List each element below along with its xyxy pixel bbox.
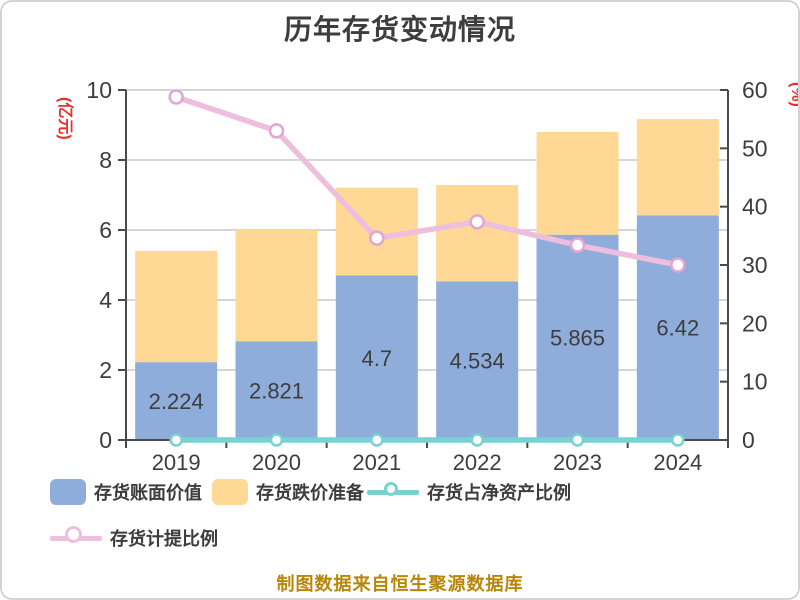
bar-book-value[interactable] (536, 234, 619, 440)
provision-ratio-marker[interactable] (268, 123, 285, 139)
net-asset-ratio-marker[interactable] (370, 433, 384, 447)
net-asset-ratio-marker[interactable] (169, 433, 183, 447)
bar-provision[interactable] (235, 229, 318, 342)
legend-item-provision[interactable]: 存货跌价准备 (212, 479, 364, 505)
right-tick-label: 20 (742, 310, 768, 336)
legend-label-book-value: 存货账面价值 (94, 483, 202, 503)
provision-ratio-marker[interactable] (670, 257, 686, 273)
x-category-label: 2019 (152, 450, 201, 472)
right-axis-unit-label: (%) (788, 82, 800, 107)
bar-value-label: 4.534 (450, 349, 505, 374)
provision-ratio-marker[interactable] (569, 237, 586, 253)
legend-label-provision: 存货跌价准备 (256, 483, 364, 503)
left-axis-unit-label: (亿元) (56, 97, 75, 140)
provision-ratio-marker[interactable] (469, 214, 485, 230)
right-tick-label: 40 (742, 194, 768, 220)
chart-title: 历年存货变动情况 (283, 14, 516, 45)
bar-book-value[interactable] (335, 275, 418, 441)
left-tick-label: 8 (99, 147, 112, 173)
x-category-label: 2024 (653, 450, 702, 472)
bar-book-value[interactable] (235, 341, 318, 440)
x-category-label: 2023 (553, 450, 602, 472)
provision-ratio-line-icon (50, 525, 102, 551)
provision-ratio-marker[interactable] (369, 230, 385, 246)
bar-book-value[interactable] (636, 215, 719, 440)
data-source-caption: 制图数据来自恒生聚源数据库 (276, 574, 524, 594)
bar-value-label: 5.865 (550, 325, 605, 350)
net-asset-ratio-line-icon (367, 479, 419, 505)
legend-item-net-asset-ratio[interactable]: 存货占净资产比例 (367, 479, 571, 505)
left-tick-label: 2 (99, 357, 112, 383)
right-tick-label: 30 (742, 252, 768, 278)
left-tick-label: 0 (99, 427, 112, 453)
provision-swatch-icon (212, 479, 248, 505)
bar-provision[interactable] (536, 131, 619, 235)
bar-provision[interactable] (436, 185, 519, 282)
x-category-label: 2021 (352, 450, 401, 472)
bar-value-label: 6.42 (656, 316, 699, 341)
bar-book-value[interactable] (135, 362, 218, 440)
legend-label-net-asset-ratio: 存货占净资产比例 (427, 483, 571, 503)
left-tick-label: 4 (99, 287, 112, 313)
net-asset-ratio-marker[interactable] (570, 433, 585, 447)
book-value-swatch-icon (50, 479, 86, 505)
bar-value-label: 2.821 (249, 379, 304, 404)
bar-provision[interactable] (636, 119, 719, 216)
x-category-label: 2020 (252, 450, 301, 472)
bar-value-label: 4.7 (362, 346, 393, 371)
net-asset-ratio-marker[interactable] (470, 433, 484, 447)
bar-book-value[interactable] (436, 281, 519, 440)
provision-ratio-line[interactable] (173, 94, 681, 268)
x-category-label: 2022 (453, 450, 502, 472)
legend-label-provision-ratio: 存货计提比例 (110, 529, 218, 549)
net-asset-ratio-marker[interactable] (269, 433, 284, 447)
left-tick-label: 6 (99, 217, 112, 243)
right-tick-label: 60 (742, 77, 768, 103)
right-tick-label: 10 (742, 369, 768, 395)
legend-item-provision-ratio[interactable]: 存货计提比例 (50, 525, 218, 551)
left-tick-label: 10 (86, 77, 112, 103)
net-asset-ratio-marker[interactable] (671, 433, 685, 447)
provision-ratio-marker[interactable] (168, 89, 184, 105)
plot-area: 2.224 2.821 4.7 4.534 5.865 6.42 0 2 4 6 8 10 0 10 20 3… (56, 77, 800, 472)
right-tick-label: 50 (742, 135, 768, 161)
legend-item-book-value[interactable]: 存货账面价值 (50, 479, 202, 505)
bar-value-label: 2.224 (149, 389, 204, 414)
right-tick-label: 0 (742, 427, 755, 453)
bar-provision[interactable] (135, 250, 218, 363)
